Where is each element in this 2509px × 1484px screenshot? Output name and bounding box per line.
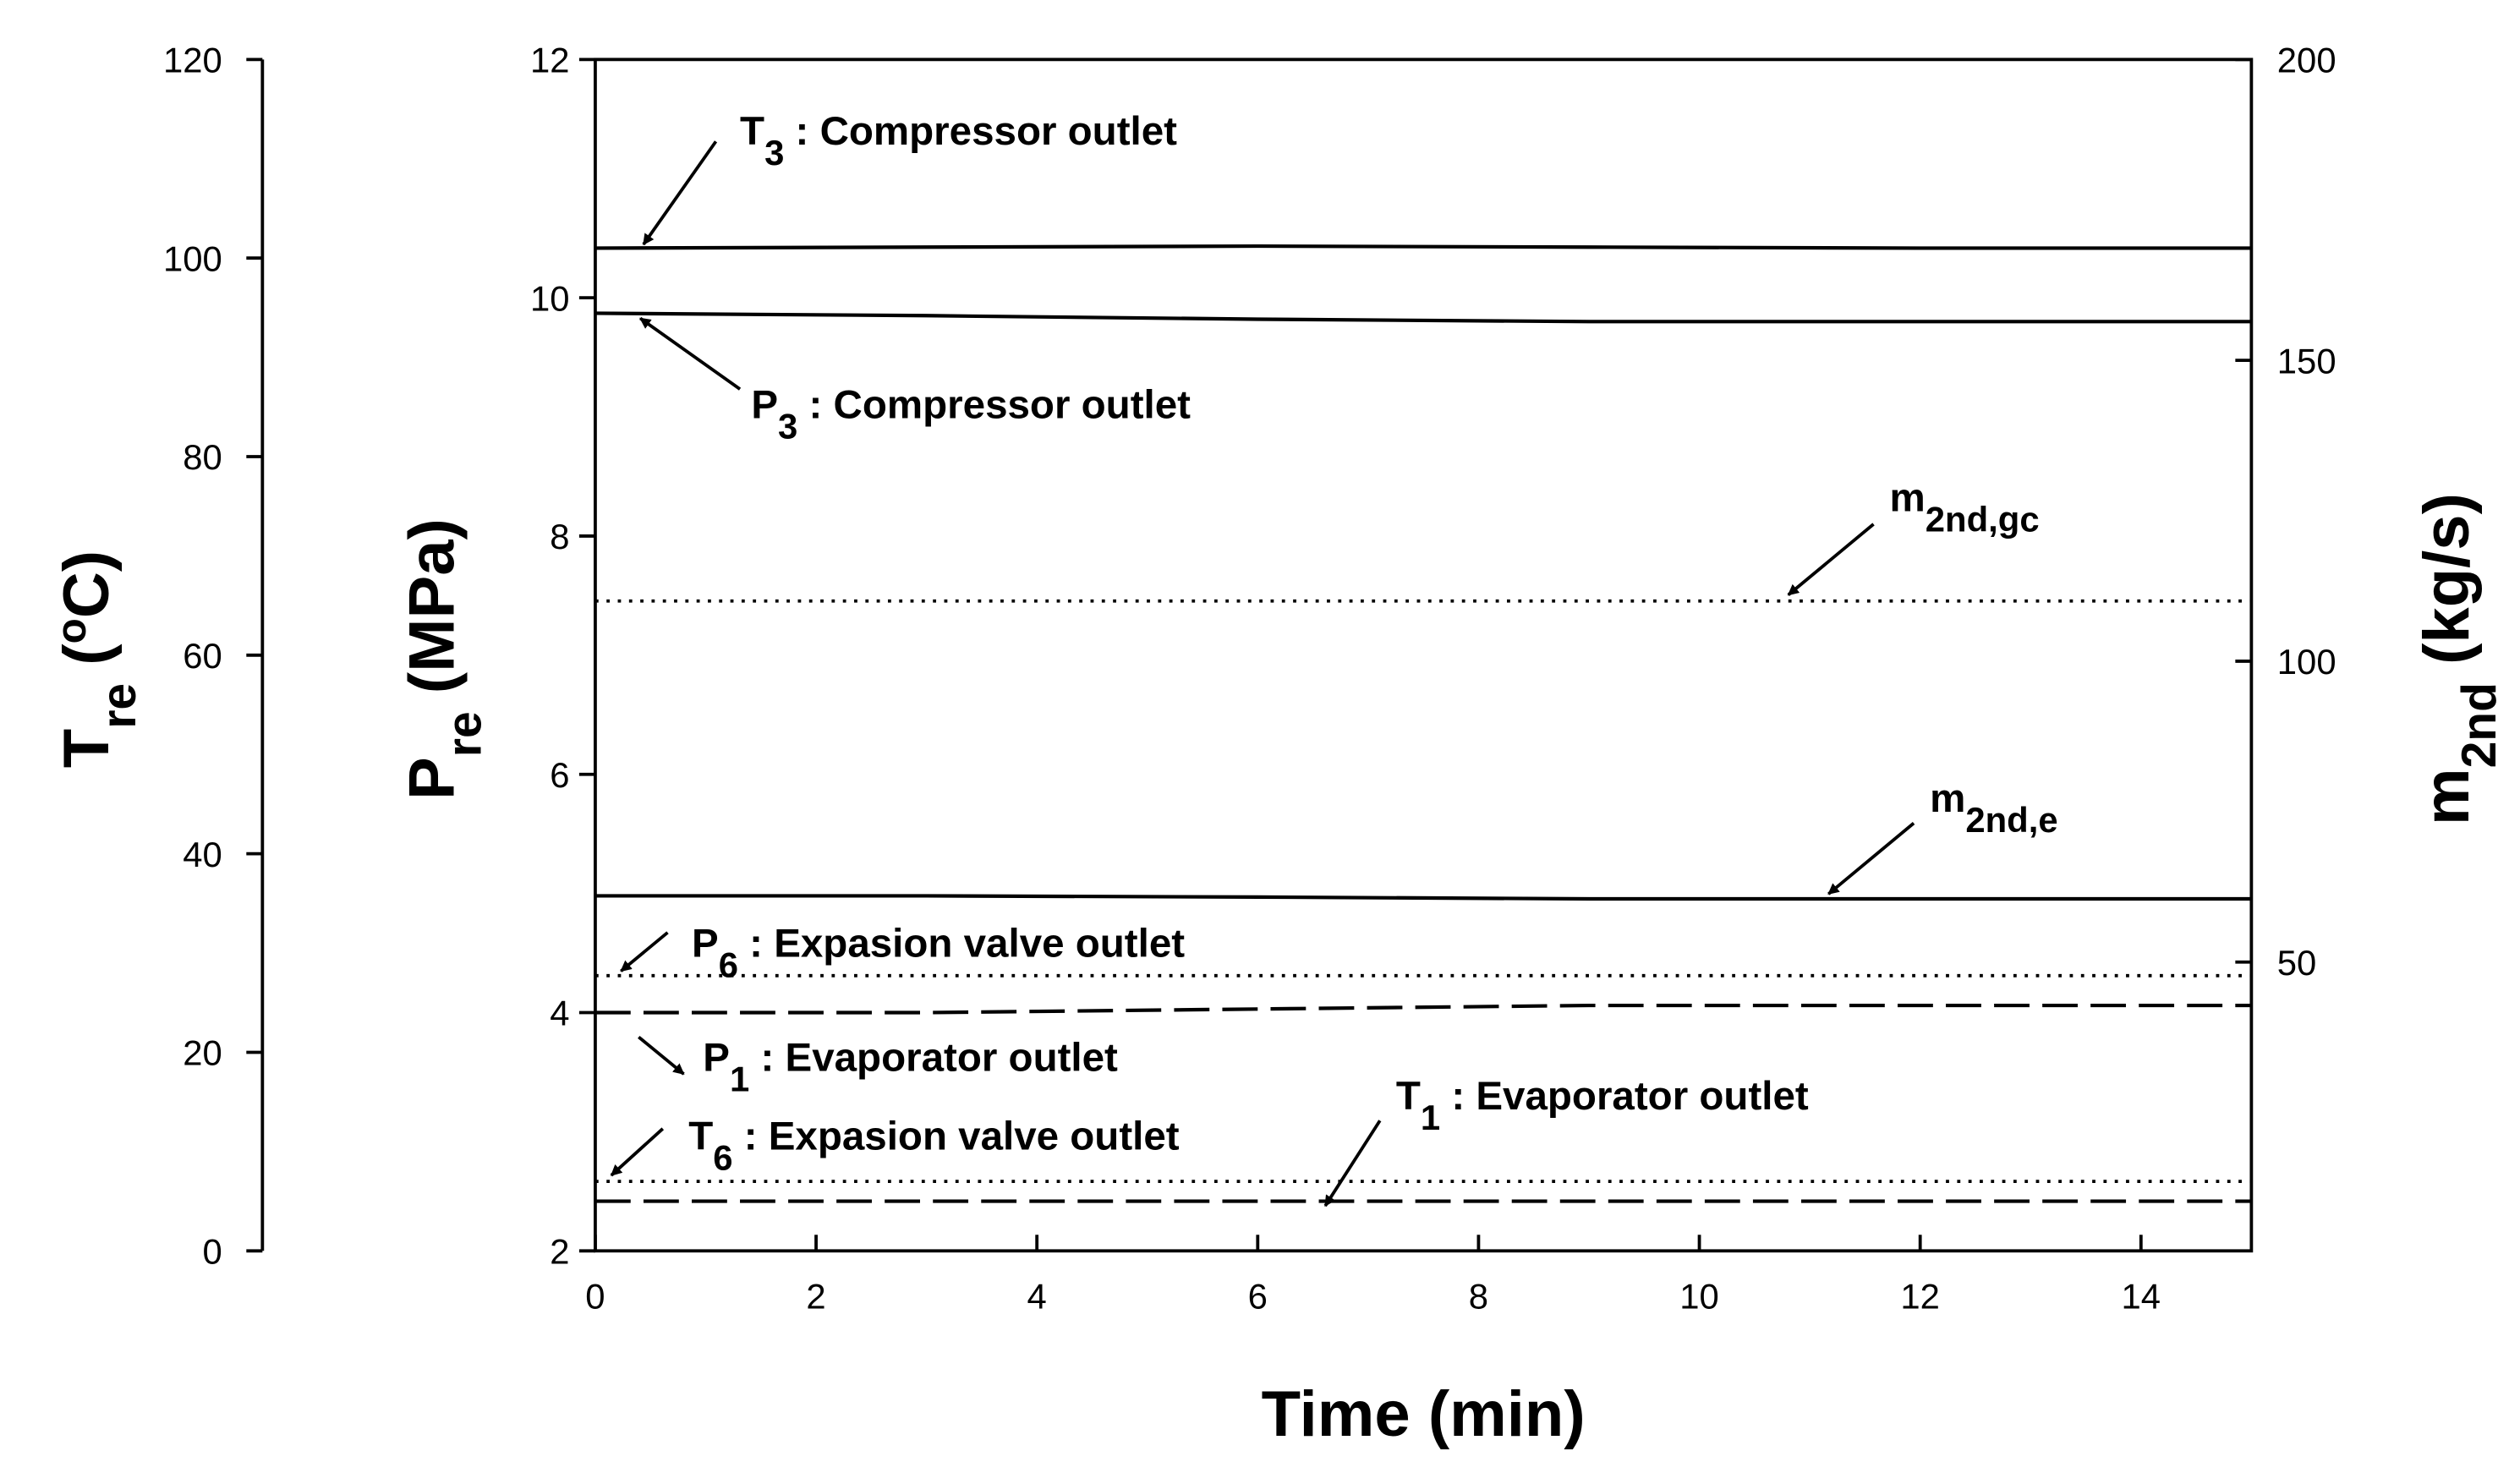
y2-tick-label: 50 xyxy=(2277,943,2317,983)
annotation-arrow xyxy=(642,140,718,246)
series-annotation-part: 1 xyxy=(1421,1097,1440,1136)
y3-axis-title: Tre (oC) xyxy=(47,550,146,768)
y2-axis-title: m2nd (kg/s) xyxy=(2411,493,2506,825)
series-annotation: T6 : Expasion valve outlet xyxy=(688,1114,1180,1178)
x-tick-label: 14 xyxy=(2122,1277,2161,1317)
series-annotation: P1 : Evaporator outlet xyxy=(703,1035,1118,1098)
series-annotation-part: 6 xyxy=(713,1137,732,1177)
y2-tick-label: 150 xyxy=(2277,341,2336,381)
annotation-arrow xyxy=(1323,1120,1382,1207)
annotation-arrow xyxy=(1787,523,1875,596)
series-annotation-part: P xyxy=(692,921,719,966)
series-line xyxy=(594,894,2252,901)
x-tick-label: 0 xyxy=(585,1277,605,1317)
series-annotation-part: 2nd,gc xyxy=(1926,499,2040,539)
series-annotation-part: : Evaporator outlet xyxy=(749,1035,1118,1080)
y2-tick-label: 100 xyxy=(2277,642,2336,682)
series-annotation-part: P xyxy=(703,1035,730,1080)
series-annotation: P6 : Expasion valve outlet xyxy=(692,921,1185,984)
y-tick-label: 6 xyxy=(550,755,569,795)
annotation-arrow xyxy=(620,931,669,972)
y-tick-label: 8 xyxy=(550,517,569,556)
y2-tick-label: 200 xyxy=(2277,41,2336,80)
annotation-arrow xyxy=(1827,822,1915,895)
y3-tick-label: 20 xyxy=(183,1033,222,1073)
x-tick-label: 10 xyxy=(1679,1277,1719,1317)
series-annotation-part: T xyxy=(1396,1074,1421,1119)
annotation-arrow xyxy=(638,1035,685,1076)
series-line xyxy=(594,311,2252,324)
series-annotation-part: : Compressor outlet xyxy=(797,382,1191,427)
series-annotation-part: m xyxy=(1890,476,1926,521)
annotation-arrow xyxy=(639,316,742,391)
y3-axis-title-part: C) xyxy=(51,550,123,618)
y2-axis-title-part: m xyxy=(2411,768,2483,825)
x-tick-label: 4 xyxy=(1027,1277,1047,1317)
series-annotation-part: T xyxy=(740,109,764,154)
y3-tick-label: 120 xyxy=(163,41,222,80)
y-tick-label: 10 xyxy=(530,278,570,318)
y-tick-label: 2 xyxy=(550,1232,569,1272)
annotation-arrow xyxy=(610,1127,665,1177)
series-line xyxy=(594,1003,2252,1015)
y3-tick-label: 40 xyxy=(183,835,222,874)
series-annotation-part: 3 xyxy=(778,406,797,446)
y3-axis-title-part: re xyxy=(92,683,146,729)
x-tick-label: 6 xyxy=(1248,1277,1268,1317)
series-annotation-part: 2nd,e xyxy=(1965,800,2057,840)
y-axis-title-part: re xyxy=(438,711,492,757)
y-axis-title: Pre (MPa) xyxy=(397,518,492,800)
y-tick-label: 12 xyxy=(530,41,570,80)
x-tick-label: 2 xyxy=(806,1277,825,1317)
y3-tick-label: 100 xyxy=(163,238,222,278)
y3-axis-title-part: o xyxy=(47,618,94,643)
series-annotation-part: : Evaporator outlet xyxy=(1440,1074,1809,1119)
x-tick-label: 12 xyxy=(1900,1277,1940,1317)
series-annotation-part: : Expasion valve outlet xyxy=(738,921,1185,966)
series-annotation: m2nd,e xyxy=(1930,776,2058,840)
series-annotation-part: T xyxy=(688,1114,713,1159)
y3-axis-title-part: ( xyxy=(51,643,123,683)
plot-frame xyxy=(594,57,2254,1253)
y3-tick-label: 60 xyxy=(183,636,222,676)
y-axis-title-part: P xyxy=(397,757,468,800)
series-line xyxy=(594,244,2252,250)
series-annotation-part: 1 xyxy=(730,1059,749,1098)
x-tick-label: 8 xyxy=(1469,1277,1488,1317)
y3-tick-label: 80 xyxy=(183,437,222,477)
series-annotation-part: P xyxy=(751,382,778,427)
series-annotation-part: 6 xyxy=(719,945,738,984)
series-annotation: m2nd,gc xyxy=(1890,476,2040,539)
y2-axis-title-part: (kg/s) xyxy=(2411,493,2483,682)
y-axis-title-part: (MPa) xyxy=(397,518,468,711)
series-annotation-part: : Compressor outlet xyxy=(784,109,1177,154)
series-annotation-part: : Expasion valve outlet xyxy=(733,1114,1180,1159)
x-axis-title: Time (min) xyxy=(1262,1378,1586,1450)
y3-tick-label: 0 xyxy=(203,1232,222,1272)
y-tick-label: 4 xyxy=(550,994,569,1033)
y3-axis-title-part: T xyxy=(51,729,123,768)
series-annotation-part: 3 xyxy=(764,133,784,172)
series-annotation: P3 : Compressor outlet xyxy=(751,382,1191,446)
series-annotation: T3 : Compressor outlet xyxy=(740,109,1177,172)
series-annotation-part: m xyxy=(1930,776,1965,821)
series-annotation: T1 : Evaporator outlet xyxy=(1396,1074,1809,1136)
y2-axis-title-part: 2nd xyxy=(2452,682,2506,768)
